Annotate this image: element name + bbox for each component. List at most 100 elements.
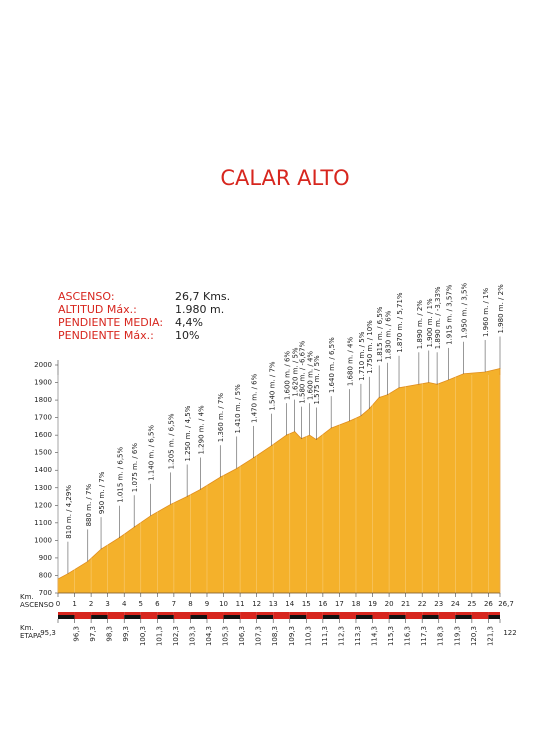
y-tick-label: 800	[39, 571, 52, 579]
x-tick-label: 3	[105, 600, 109, 608]
km-strip	[306, 612, 323, 615]
point-label: 1.710 m. / 5%	[358, 331, 366, 381]
point-label: 1.620 m. / 5%	[292, 347, 300, 397]
km-strip	[306, 615, 323, 619]
x-sublabel: ASCENSO	[20, 601, 54, 609]
x2-tick-label: 120,3	[470, 626, 478, 646]
x2-tick-label: 115,3	[387, 626, 395, 646]
km-strip	[372, 612, 390, 615]
km-strip	[289, 615, 307, 619]
stat-label: ALTITUD Máx.:	[58, 303, 137, 316]
km-strip	[322, 615, 340, 619]
x-tick-label: 14	[285, 600, 294, 608]
x2-tick-label: 118,3	[437, 626, 445, 646]
y-tick-label: 1000	[34, 536, 52, 544]
point-label: 1.250 m. / 4,5%	[184, 405, 192, 461]
x-tick-label: 1	[72, 600, 76, 608]
km-strip	[256, 612, 274, 615]
stat-value: 4,4%	[175, 316, 203, 329]
km-strip	[157, 615, 174, 619]
x2-tick-label: 98,3	[106, 626, 114, 642]
km-strip	[74, 612, 92, 615]
x-tick-label: 4	[122, 600, 127, 608]
x-tick-label: 26,7	[498, 600, 514, 608]
x2-tick-label: 95,3	[40, 629, 56, 637]
point-label: 880 m. / 7%	[85, 484, 93, 527]
km-strip	[405, 615, 423, 619]
x2-sublabel: ETAPA	[20, 632, 42, 640]
point-label: 1.575 m. / 5%	[313, 355, 321, 405]
x2-tick-label: 121,3	[486, 626, 494, 646]
x2-tick-label: 96,3	[73, 626, 81, 642]
x-tick-label: 26	[484, 600, 493, 608]
x-tick-label: 13	[269, 600, 278, 608]
x2-tick-label: 113,3	[354, 626, 362, 646]
x-tick-label: 25	[467, 600, 476, 608]
x-tick-label: 21	[401, 600, 410, 608]
km-strip	[488, 615, 500, 619]
km-strip	[422, 612, 439, 615]
km-strip	[372, 615, 390, 619]
km-strip	[405, 612, 423, 615]
km-strip	[190, 612, 207, 615]
x-tick-label: 6	[155, 600, 160, 608]
point-label: 1.890 m. / 2%	[416, 300, 424, 350]
km-strip	[256, 615, 274, 619]
x2-tick-label: 117,3	[420, 626, 428, 646]
point-label: 1.750 m. / 10%	[366, 320, 374, 374]
x2-tick-label: 97,3	[89, 626, 97, 642]
point-label: 1.140 m. / 6,5%	[148, 425, 156, 481]
km-strip	[455, 612, 472, 615]
km-strip	[273, 615, 290, 619]
stat-value: 1.980 m.	[175, 303, 224, 316]
km-strip	[91, 615, 108, 619]
km-strip	[389, 615, 406, 619]
x-tick-label: 20	[385, 600, 394, 608]
km-strip	[422, 615, 439, 619]
km-strip	[273, 612, 290, 615]
km-strip	[355, 615, 373, 619]
km-strip	[206, 615, 224, 619]
km-strip	[140, 612, 158, 615]
point-label: 1.640 m. / 6,5%	[328, 337, 336, 393]
stat-label: PENDIENTE MEDIA:	[58, 316, 163, 329]
km-strip	[488, 612, 500, 615]
x2-tick-label: 114,3	[371, 626, 379, 646]
y-tick-label: 1400	[34, 466, 52, 474]
x2-tick-label: 99,3	[122, 626, 130, 642]
x2-tick-label: 101,3	[155, 626, 163, 646]
km-strip	[455, 615, 472, 619]
point-label: 1.600 m. / 6%	[283, 351, 291, 401]
km-strip	[322, 612, 340, 615]
km-strip	[339, 615, 356, 619]
km-strip	[339, 612, 356, 615]
km-strip	[389, 612, 406, 615]
point-label: 1.980 m. / 2%	[497, 284, 505, 334]
x2-tick-label: 112,3	[337, 626, 345, 646]
x-tick-label: 17	[335, 600, 344, 608]
x2-tick-label: 116,3	[404, 626, 412, 646]
km-strip	[173, 612, 191, 615]
point-label: 1.960 m. / 1%	[482, 287, 490, 337]
km-strip	[289, 612, 307, 615]
km-strip	[58, 615, 75, 619]
point-label: 1.815 m. / 6,5%	[376, 306, 384, 362]
x-label: Km.	[20, 593, 34, 601]
point-label: 1.900 m. / 1%	[426, 298, 434, 348]
x-tick-label: 2	[89, 600, 93, 608]
x2-tick-label: 105,3	[222, 626, 230, 646]
x2-tick-label: 122	[503, 629, 516, 637]
x-tick-label: 24	[451, 600, 460, 608]
x-tick-label: 22	[418, 600, 427, 608]
stat-value: 10%	[175, 329, 199, 342]
point-label: 1.410 m. / 5%	[234, 384, 242, 434]
x-tick-label: 9	[205, 600, 209, 608]
point-label: 1.540 m. / 7%	[269, 361, 277, 411]
x-tick-label: 19	[368, 600, 377, 608]
km-strip	[190, 615, 207, 619]
km-strip	[107, 612, 125, 615]
km-strip	[157, 612, 174, 615]
x-tick-label: 18	[352, 600, 361, 608]
stat-label: PENDIENTE Máx.:	[58, 329, 154, 342]
